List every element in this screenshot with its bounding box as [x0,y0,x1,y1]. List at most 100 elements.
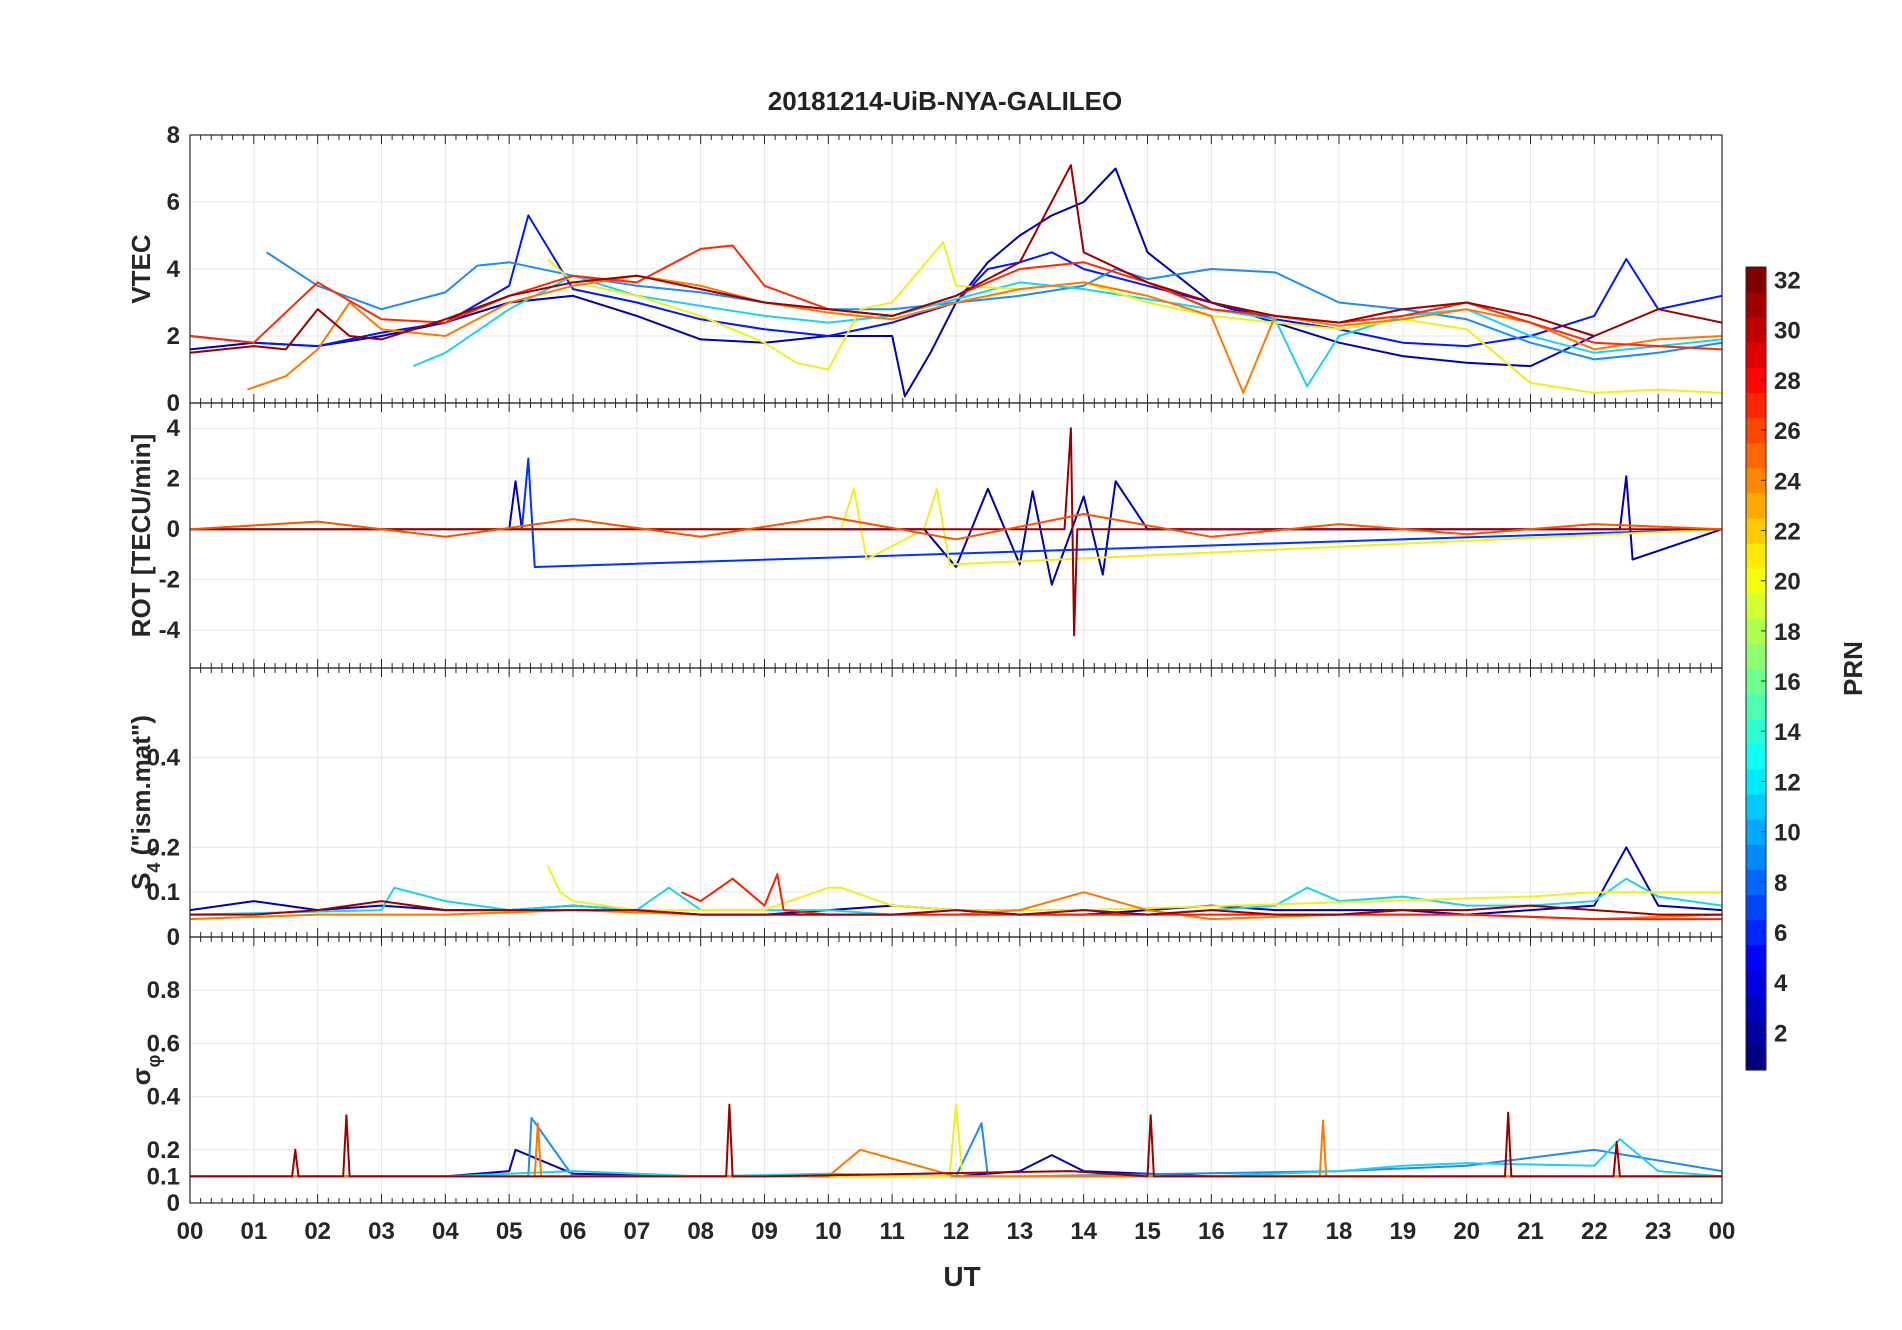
colorbar-step [1746,994,1766,1021]
series-line-prn-2 [190,167,1595,398]
colorbar-frame [1745,266,1767,1071]
colorbar-step [1746,467,1766,494]
series-line-prn-2 [190,475,1722,586]
colorbar-step [1746,844,1766,870]
y-tick-label: 2 [167,466,180,493]
x-tick-label: 20 [1453,1218,1480,1245]
colorbar-step [1746,292,1766,318]
y-tick-label: 0 [167,924,180,951]
colorbar-step [1746,367,1766,394]
x-tick-label: 09 [751,1218,778,1245]
colorbar-step [1746,919,1766,946]
y-tick-label: 0.4 [147,745,181,772]
panel-vtec: 0 2 4 6 8 VTEC [126,122,1723,417]
colorbar-step [1746,392,1766,419]
colorbar-step [1746,1044,1766,1071]
series-line-prn-20 [190,487,1722,566]
series-line-prn-26 [190,513,1722,541]
colorbar-step [1746,793,1766,820]
colorbar-tick-label: 14 [1774,719,1801,746]
y-axis-label-s4: S4 ("ism.mat") [126,715,164,890]
colorbar-tick-label: 24 [1774,468,1801,495]
x-tick-label: 21 [1517,1218,1544,1245]
x-tick-label: 10 [815,1218,842,1245]
colorbar-step [1746,668,1766,695]
y-tick-label: -4 [159,617,181,644]
colorbar-step [1746,417,1766,444]
y-tick-label: 4 [167,256,181,283]
chart-title: 20181214-UiB-NYA-GALILEO [768,86,1123,116]
colorbar-tick-label: 8 [1774,870,1787,897]
series-line-prn-31 [190,164,1722,354]
colorbar-tick-label: 16 [1774,669,1801,696]
colorbar-tick-label: 6 [1774,920,1787,947]
colorbar-step [1746,718,1766,745]
y-axis-label-rot: ROT [TECU/min] [126,434,156,638]
colorbar-step [1746,593,1766,619]
y-tick-label: 8 [167,122,180,149]
panel-frame [189,936,1723,1204]
colorbar-step [1746,819,1766,845]
x-tick-label: 03 [368,1218,395,1245]
colorbar-step [1746,743,1766,770]
colorbar-step [1746,517,1766,544]
series-group-sigma [190,1103,1722,1178]
x-tick-label: 11 [879,1218,904,1245]
y-axis-label-vtec: VTEC [126,234,156,304]
y-tick-label: 0 [167,1190,180,1217]
colorbar-step [1746,643,1766,670]
x-tick-label: 22 [1581,1218,1608,1245]
colorbar-tick-label: 2 [1774,1020,1787,1047]
x-tick-label: 19 [1389,1218,1416,1245]
colorbar-step [1746,894,1766,921]
x-tick-label: 16 [1198,1218,1225,1245]
colorbar-tick-label: 18 [1774,619,1801,646]
y-tick-label: 0.1 [147,879,180,906]
x-tick-label: 04 [432,1218,459,1245]
x-tick-label: 23 [1645,1218,1672,1245]
colorbar-tick-label: 20 [1774,569,1801,596]
colorbar-step [1746,543,1766,569]
x-tick-label: 13 [1006,1218,1033,1245]
series-line-prn-8 [266,251,1722,361]
x-tick-label: 07 [623,1218,650,1245]
colorbar-step [1746,869,1766,895]
series-line-prn-31 [190,900,1722,916]
y-tick-label: 0.4 [147,1084,181,1111]
y-tick-label: 6 [167,189,180,216]
colorbar-tick-label: 32 [1774,268,1801,295]
x-tick-label: 15 [1134,1218,1161,1245]
series-line-prn-28 [681,873,1722,921]
x-tick-label: 06 [560,1218,587,1245]
colorbar-tick-label: 10 [1774,820,1801,847]
panel-sigma: 00.10.2 0.4 0.6 0.8 σφ [126,936,1723,1217]
x-tick-label: 01 [240,1218,267,1245]
series-group-rot [190,427,1722,637]
series-line-prn-20 [546,241,1722,394]
colorbar-step [1746,568,1766,594]
series-line-prn-24 [190,1119,1722,1178]
colorbar-tick-label: 28 [1774,368,1801,395]
panel-rot: -4 -2 0 2 4 ROT [TECU/min] [126,402,1723,669]
colorbar-tick-label: 26 [1774,418,1801,445]
series-group-vtec [190,164,1722,398]
x-tick-label: 18 [1326,1218,1353,1245]
colorbar-step [1746,342,1766,368]
colorbar-label: PRN [1838,641,1868,696]
x-tick-label: 00 [177,1218,204,1245]
y-tick-label: 0.6 [147,1030,180,1057]
colorbar-tick-label: 4 [1774,970,1788,997]
x-tick-label: 12 [943,1218,970,1245]
x-tick-label: 14 [1070,1218,1097,1245]
y-tick-label: 0.1 [147,1163,180,1190]
x-tick-label: 05 [496,1218,523,1245]
colorbar-tick-label: 22 [1774,518,1801,545]
colorbar-step [1746,492,1766,519]
series-line-prn-31 [190,427,1722,637]
y-tick-label: 0 [167,516,180,543]
colorbar-step [1746,618,1766,645]
y-tick-label: -2 [159,567,180,594]
